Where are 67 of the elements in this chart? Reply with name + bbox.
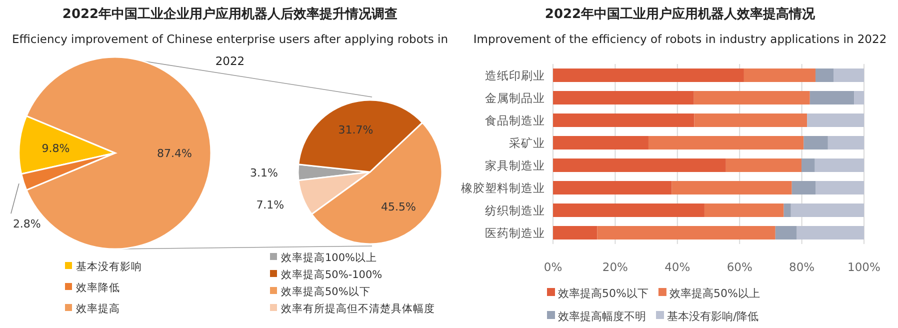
data-label: 9.8%	[42, 142, 70, 155]
y-tick-label: 医药制造业	[485, 226, 545, 240]
bar	[784, 204, 791, 217]
bar	[694, 91, 810, 104]
bar	[815, 68, 834, 82]
bar	[828, 136, 864, 150]
legend-label: 效率提高50%以下	[281, 285, 370, 298]
y-tick-label: 造纸印刷业	[485, 68, 545, 82]
bar	[801, 158, 815, 172]
bar	[553, 114, 694, 127]
y-tick-label: 金属制品业	[485, 90, 545, 105]
y-tick-label: 家具制造业	[485, 158, 545, 172]
data-label: 7.1%	[256, 198, 284, 212]
legend-label: 基本没有影响	[76, 260, 142, 273]
legend-label: 基本没有影响/降低	[667, 310, 759, 323]
data-label: 2.8%	[12, 218, 41, 231]
bar	[775, 226, 797, 240]
bar	[726, 158, 802, 172]
legend-label: 效率提高100%以上	[281, 251, 378, 264]
bar	[796, 226, 864, 240]
legend-label: 效率提高50%以下	[558, 287, 648, 300]
bar	[744, 68, 816, 82]
legend-label: 效率提高50%-100%	[281, 268, 382, 281]
legend-label: 效率降低	[76, 281, 120, 294]
bar	[553, 226, 598, 240]
chart-subtitle: Efficiency improvement of Chinese enterprise users after applying robots in 2022	[12, 32, 448, 68]
bar	[814, 158, 864, 172]
y-tick-label: 食品制造业	[485, 113, 545, 128]
bar	[553, 204, 704, 217]
bar	[810, 91, 854, 104]
bar	[694, 114, 808, 127]
bar	[648, 136, 804, 150]
bar	[804, 136, 828, 150]
bar	[597, 226, 776, 240]
bar	[704, 204, 784, 217]
y-tick-label: 纺织制造业	[485, 203, 545, 218]
x-tick-label: 100%	[848, 260, 881, 274]
data-label: 3.1%	[250, 166, 278, 180]
bar	[672, 181, 792, 194]
bar	[807, 114, 864, 127]
bar	[854, 91, 864, 104]
legend-label: 效率有所提高但不清楚具体幅度	[281, 302, 435, 315]
data-label: 45.5%	[380, 200, 416, 214]
chart-title: 2022年中国工业企业用户应用机器人后效率提升情况调查	[62, 6, 398, 22]
bar	[553, 91, 694, 104]
bar	[553, 158, 726, 172]
legend-label: 效率提高幅度不明	[558, 310, 646, 323]
x-tick-label: 0%	[544, 260, 562, 274]
data-label: 31.7%	[338, 124, 374, 137]
x-tick-label: 20%	[602, 260, 628, 274]
bar	[792, 181, 816, 194]
chart-subtitle: Improvement of the efficiency of robots in industry applications in 2022	[473, 32, 887, 46]
data-label: 87.4%	[157, 146, 192, 160]
legend-label: 效率提高50%以上	[669, 287, 760, 300]
bar	[834, 68, 864, 82]
legend-label: 效率提高	[76, 302, 120, 315]
bar	[553, 68, 744, 82]
x-tick-label: 60%	[726, 260, 752, 274]
bar	[553, 181, 672, 194]
bar	[790, 204, 864, 217]
y-tick-label: 橡胶塑料制造业	[461, 180, 545, 195]
x-tick-label: 40%	[664, 260, 690, 274]
bar	[816, 181, 864, 194]
x-tick-label: 80%	[789, 260, 815, 274]
chart-title: 2022年中国工业用户应用机器人效率提高情况	[544, 6, 816, 22]
y-tick-label: 采矿业	[509, 136, 545, 150]
bar	[553, 136, 648, 150]
